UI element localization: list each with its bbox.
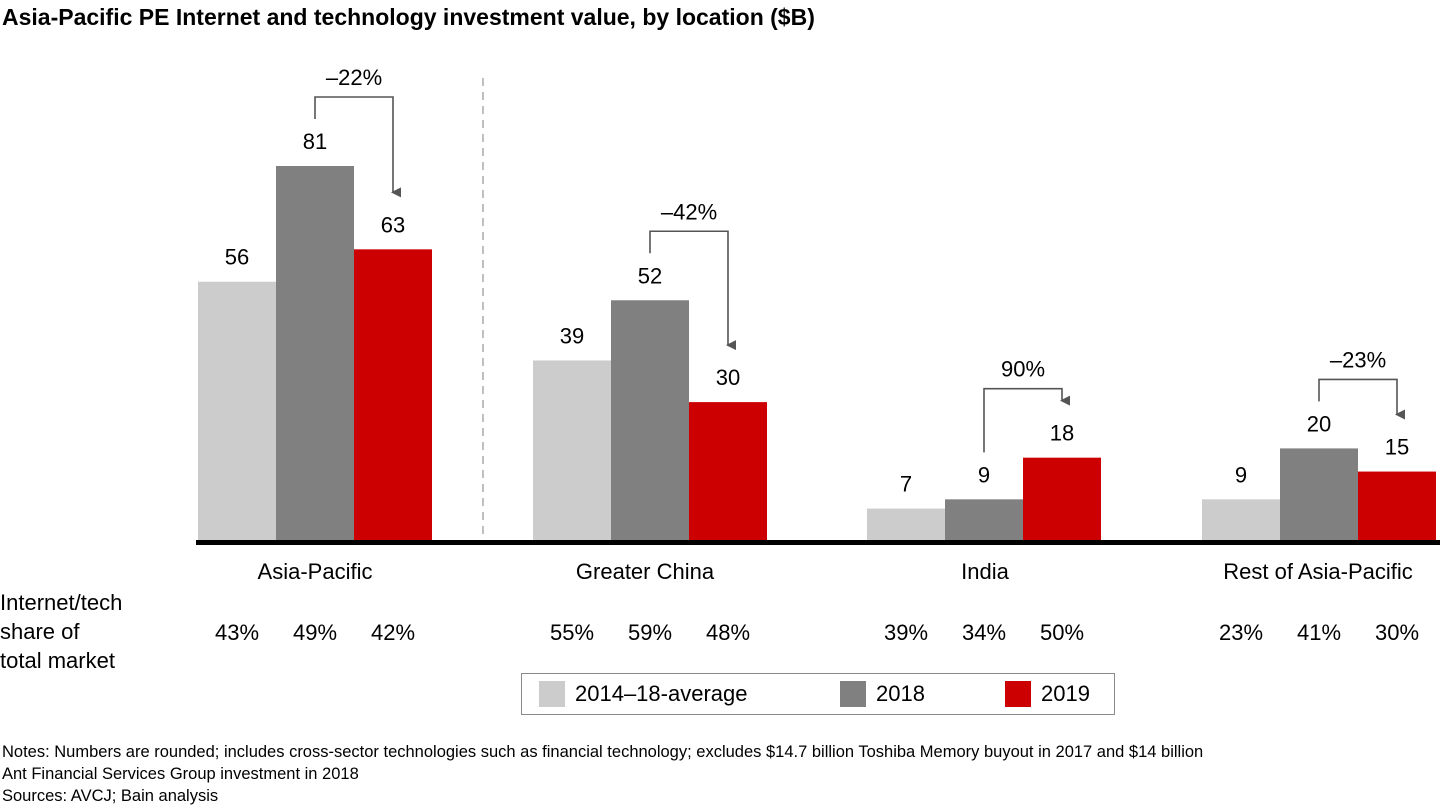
- bar-chart: 56 81 63 Asia-Pacific 43% 49% 42% 39 52 30 Greater…: [196, 65, 1440, 645]
- share-label-line: Internet/tech: [0, 590, 123, 615]
- change-label: –22%: [326, 65, 382, 90]
- bar-avg: [198, 281, 276, 541]
- change-label: 90%: [1001, 357, 1045, 382]
- legend-swatch-2018: [840, 681, 866, 707]
- share-row-label: Internet/tech share of total market: [0, 588, 122, 675]
- share-value: 49%: [293, 620, 337, 645]
- notes: Notes: Numbers are rounded; includes cro…: [2, 741, 1203, 807]
- bar-value-label: 15: [1385, 435, 1409, 460]
- bar-value-label: 52: [638, 263, 662, 288]
- legend-label-2019: 2019: [1041, 681, 1090, 706]
- category-label: India: [961, 559, 1009, 584]
- bar-2018: [276, 166, 354, 541]
- bar-2019: [354, 249, 432, 542]
- legend: 2014–18-average 2018 2019: [521, 673, 1115, 715]
- legend-label-avg: 2014–18-average: [575, 681, 748, 706]
- bar-avg: [1202, 499, 1280, 541]
- bar-2018: [1280, 448, 1358, 541]
- category-label: Asia-Pacific: [258, 559, 373, 584]
- legend-swatch-2019: [1005, 681, 1031, 707]
- legend-swatch-avg: [539, 681, 565, 707]
- bar-value-label: 39: [560, 323, 584, 348]
- share-value: 34%: [962, 620, 1006, 645]
- bar-2019: [689, 402, 767, 541]
- bar-value-label: 9: [978, 462, 990, 487]
- share-value: 55%: [550, 620, 594, 645]
- change-arrow: [314, 96, 401, 198]
- bar-value-label: 18: [1050, 421, 1074, 446]
- change-label: –42%: [661, 199, 717, 224]
- bar-2019: [1023, 457, 1101, 541]
- bar-value-label: 81: [303, 129, 327, 154]
- change-arrow: [1318, 378, 1405, 420]
- share-value: 30%: [1375, 620, 1419, 645]
- category-label: Rest of Asia-Pacific: [1223, 559, 1413, 584]
- share-value: 43%: [215, 620, 259, 645]
- change-arrow: [649, 230, 736, 351]
- share-value: 41%: [1297, 620, 1341, 645]
- bar-2019: [1358, 471, 1436, 541]
- labels-layer: 56 81 63 Asia-Pacific 43% 49% 42% 39 52 30 Greater…: [215, 129, 1419, 645]
- notes-line: Ant Financial Services Group investment …: [2, 765, 359, 783]
- share-value: 59%: [628, 620, 672, 645]
- share-value: 50%: [1040, 620, 1084, 645]
- bar-2018: [945, 499, 1023, 541]
- share-value: 39%: [884, 620, 928, 645]
- sources-line: Sources: AVCJ; Bain analysis: [2, 787, 219, 805]
- notes-line: Notes: Numbers are rounded; includes cro…: [2, 743, 1204, 761]
- bar-value-label: 63: [381, 212, 405, 237]
- change-arrows-layer: –22% –42% 90% –23%: [314, 65, 1405, 453]
- category-label: Greater China: [576, 559, 715, 584]
- bar-2018: [611, 300, 689, 541]
- bars-layer: [198, 166, 1436, 542]
- change-label: –23%: [1330, 347, 1386, 372]
- bar-avg: [533, 360, 611, 541]
- bar-value-label: 30: [716, 365, 740, 390]
- legend-item-avg: 2014–18-average: [539, 681, 747, 707]
- bar-value-label: 56: [225, 245, 249, 270]
- legend-item-2018: 2018: [840, 681, 925, 707]
- bar-value-label: 9: [1235, 462, 1247, 487]
- bar-value-label: 20: [1307, 411, 1331, 436]
- share-label-line: total market: [0, 648, 115, 673]
- chart-title: Asia-Pacific PE Internet and technology …: [2, 4, 815, 30]
- legend-label-2018: 2018: [876, 681, 925, 706]
- legend-item-2019: 2019: [1005, 681, 1090, 707]
- bar-value-label: 7: [900, 472, 912, 497]
- bar-avg: [867, 508, 945, 541]
- share-label-line: share of: [0, 619, 80, 644]
- share-value: 42%: [371, 620, 415, 645]
- share-value: 23%: [1219, 620, 1263, 645]
- share-value: 48%: [706, 620, 750, 645]
- change-arrow: [983, 387, 1070, 453]
